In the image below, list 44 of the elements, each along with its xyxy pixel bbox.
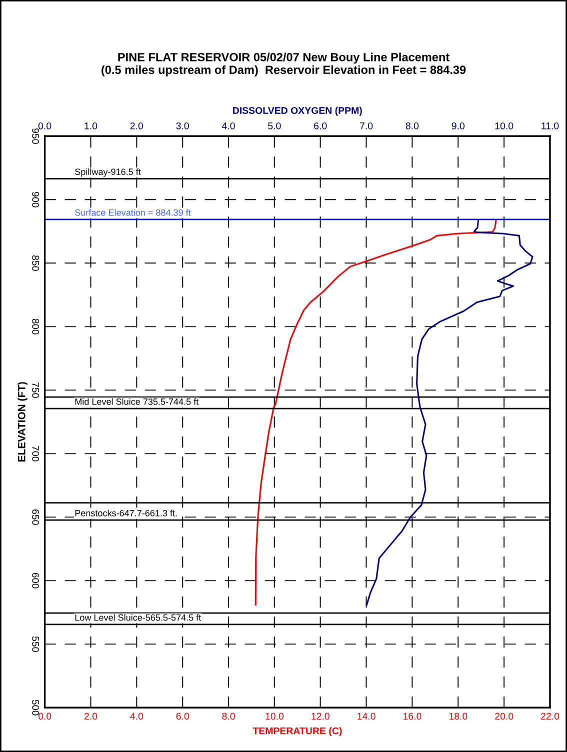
x2-tick-label: 5.0 xyxy=(268,122,281,130)
x2-axis-title: DISSOLVED OXYGEN (PPM) xyxy=(233,106,362,116)
x-tick-label: 20.0 xyxy=(495,712,514,720)
ref-line-label: Low Level Sluice-565.5-574.5 ft xyxy=(75,614,202,621)
y-tick-label: 700 xyxy=(32,446,39,462)
y-tick-label: 600 xyxy=(32,573,39,588)
x2-tick-label: 6.0 xyxy=(314,122,327,130)
y-tick-label: 500 xyxy=(32,700,39,716)
y-tick-label: 650 xyxy=(32,510,39,525)
x2-tick-label: 0.0 xyxy=(38,122,52,130)
x-tick-label: 8.0 xyxy=(222,712,235,720)
x-tick-label: 6.0 xyxy=(176,712,189,720)
x2-tick-label: 1.0 xyxy=(84,122,98,130)
y-tick-label: 850 xyxy=(32,255,39,271)
x2-tick-label: 4.0 xyxy=(222,122,235,130)
y-tick-label: 950 xyxy=(32,128,39,144)
x-tick-label: 22.0 xyxy=(541,712,560,720)
x-tick-label: 0.0 xyxy=(38,712,52,720)
x2-tick-label: 7.0 xyxy=(360,122,373,130)
ref-line-label: Mid Level Sluice 735.5-744.5 ft xyxy=(75,398,199,405)
x2-tick-label: 3.0 xyxy=(176,122,189,130)
x-tick-label: 12.0 xyxy=(312,712,330,720)
ref-line-label: Penstocks-647.7-661.3 ft. xyxy=(75,510,177,516)
x-tick-label: 4.0 xyxy=(130,712,144,720)
x-axis-title: TEMPERATURE (C) xyxy=(252,727,342,736)
ref-line-label: Surface Elevation = 884.39 ft xyxy=(75,209,191,216)
line-series xyxy=(254,219,497,606)
y-axis-title: ELEVATION (FT) xyxy=(18,382,28,462)
chart-title: PINE FLAT RESERVOIR 05/02/07 New Bouy Line Placement (0.5 miles upstream of Dam) Reservoir Elevation in Feet = 884.39 xyxy=(102,52,466,76)
x2-tick-label: 10.0 xyxy=(495,122,514,130)
y-tick-label: 800 xyxy=(32,318,39,334)
y-tick-label: 550 xyxy=(32,636,39,652)
x-tick-label: 18.0 xyxy=(449,712,468,720)
x-tick-label: 14.0 xyxy=(358,712,376,720)
y-tick-label: 900 xyxy=(32,192,39,208)
x-tick-label: 10.0 xyxy=(266,712,284,720)
y-tick-label: 750 xyxy=(32,382,39,398)
x-tick-label: 2.0 xyxy=(84,712,98,720)
x2-tick-label: 8.0 xyxy=(406,122,419,130)
ref-line-label: Spillway-916.5 ft xyxy=(75,168,141,177)
x2-tick-label: 2.0 xyxy=(130,122,144,130)
x2-tick-label: 9.0 xyxy=(452,122,465,130)
x2-tick-label: 11.0 xyxy=(542,122,559,130)
x-tick-label: 16.0 xyxy=(403,712,422,720)
